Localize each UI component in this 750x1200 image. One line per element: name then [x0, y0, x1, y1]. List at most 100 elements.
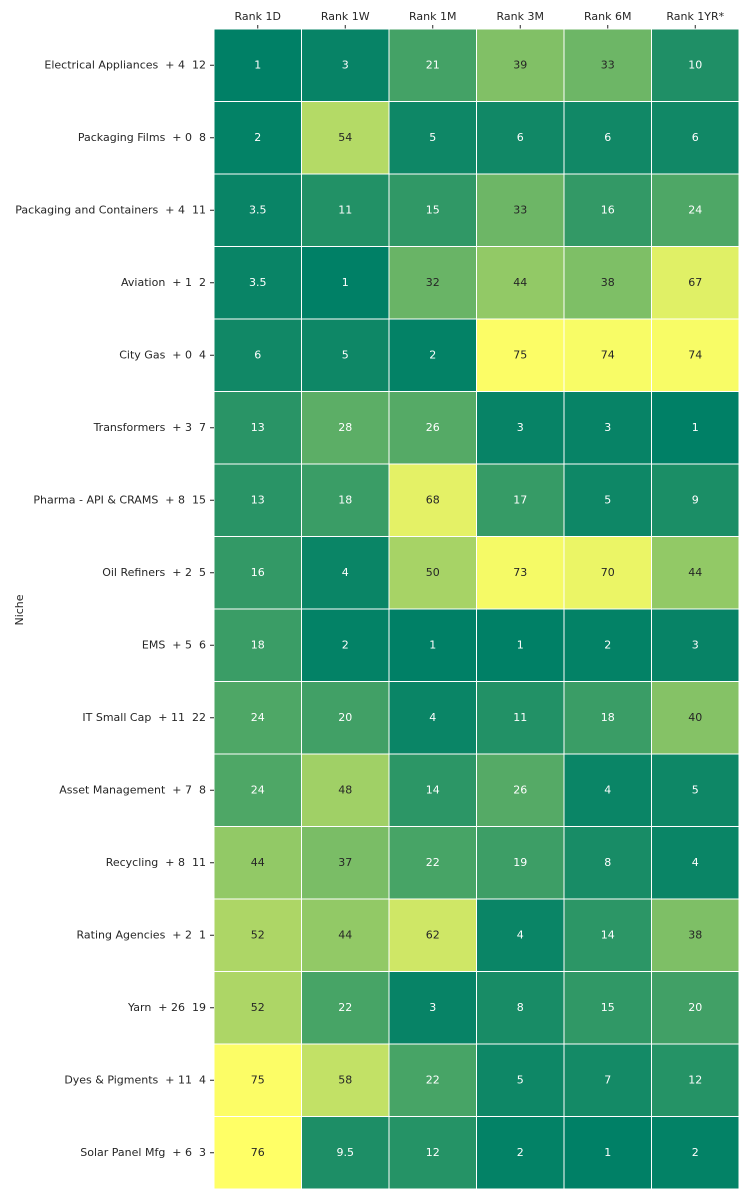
cell-value-label: 11	[338, 203, 352, 216]
cell-value-label: 67	[688, 276, 702, 289]
cell-value-label: 10	[688, 58, 702, 71]
heatmap-cell	[301, 101, 390, 175]
heatmap-cell	[651, 826, 740, 900]
cell-value-label: 15	[426, 203, 440, 216]
cell-value-label: 40	[688, 711, 702, 724]
heatmap-cell	[476, 28, 565, 102]
heatmap-cell	[563, 101, 652, 175]
heatmap-cell	[301, 1116, 390, 1190]
cell-value-label: 3.5	[249, 276, 267, 289]
cell-value-label: 13	[251, 421, 265, 434]
cell-value-label: 5	[429, 131, 436, 144]
cell-value-label: 4	[604, 783, 611, 796]
cell-value-label: 7	[604, 1073, 611, 1086]
cell-value-label: 24	[251, 711, 265, 724]
row-label: EMS + 5 6	[142, 638, 206, 651]
heatmap-cell	[651, 753, 740, 827]
column-label: Rank 3M	[497, 10, 544, 23]
cell-value-label: 22	[426, 1073, 440, 1086]
cell-value-label: 52	[251, 928, 265, 941]
heatmap-cell	[213, 463, 302, 537]
column-label: Rank 1M	[409, 10, 456, 23]
cell-value-label: 15	[601, 1001, 615, 1014]
heatmap-cell	[213, 681, 302, 755]
row-label: City Gas + 0 4	[119, 348, 206, 361]
cell-value-label: 48	[338, 783, 352, 796]
cell-value-label: 14	[426, 783, 440, 796]
cell-value-label: 44	[338, 928, 352, 941]
cell-value-label: 22	[426, 856, 440, 869]
heatmap-cell	[476, 101, 565, 175]
cell-value-label: 62	[426, 928, 440, 941]
cell-value-label: 14	[601, 928, 615, 941]
row-label: Electrical Appliances + 4 12	[44, 58, 206, 71]
heatmap-cell	[301, 391, 390, 465]
row-label: Recycling + 8 11	[106, 856, 206, 869]
cell-value-label: 21	[426, 58, 440, 71]
cell-value-label: 4	[692, 856, 699, 869]
heatmap-cell	[651, 898, 740, 972]
heatmap-cell	[213, 608, 302, 682]
cell-value-label: 2	[517, 1146, 524, 1159]
cell-value-label: 44	[251, 856, 265, 869]
cell-value-label: 16	[601, 203, 615, 216]
heatmap-cell	[651, 1043, 740, 1117]
cell-value-label: 2	[429, 348, 436, 361]
cell-value-label: 1	[604, 1146, 611, 1159]
heatmap-cell	[476, 898, 565, 972]
cell-value-label: 1	[342, 276, 349, 289]
cell-value-label: 3.5	[249, 203, 267, 216]
cell-value-label: 19	[513, 856, 527, 869]
cell-value-label: 2	[342, 638, 349, 651]
heatmap-cell	[388, 318, 477, 392]
row-label: Oil Refiners + 2 5	[102, 566, 206, 579]
cell-value-label: 20	[688, 1001, 702, 1014]
cell-value-label: 11	[513, 711, 527, 724]
cell-value-label: 4	[342, 566, 349, 579]
heatmap-cell	[563, 463, 652, 537]
heatmap-cell	[651, 28, 740, 102]
heatmap-cell	[213, 173, 302, 247]
heatmap-cell	[388, 898, 477, 972]
cell-value-label: 24	[251, 783, 265, 796]
cell-value-label: 6	[517, 131, 524, 144]
heatmap-cell	[388, 681, 477, 755]
heatmap-cell	[651, 971, 740, 1045]
cell-value-label: 37	[338, 856, 352, 869]
cell-value-label: 1	[517, 638, 524, 651]
heatmap-cell	[388, 246, 477, 320]
cell-value-label: 75	[513, 348, 527, 361]
y-axis-label: Niche	[13, 594, 26, 625]
cell-value-label: 26	[513, 783, 527, 796]
heatmap-cell	[651, 681, 740, 755]
heatmap-cell	[563, 608, 652, 682]
heatmap-cell	[476, 826, 565, 900]
heatmap-cell	[301, 898, 390, 972]
heatmap-cell	[213, 391, 302, 465]
heatmap-cell	[301, 173, 390, 247]
cell-value-label: 44	[688, 566, 702, 579]
cell-value-label: 6	[254, 348, 261, 361]
column-label: Rank 6M	[584, 10, 631, 23]
cell-value-label: 52	[251, 1001, 265, 1014]
row-label: Pharma - API & CRAMS + 8 15	[33, 493, 206, 506]
cell-value-label: 8	[517, 1001, 524, 1014]
heatmap-cell	[301, 608, 390, 682]
cell-value-label: 3	[517, 421, 524, 434]
cell-value-label: 50	[426, 566, 440, 579]
cell-value-label: 74	[601, 348, 615, 361]
heatmap-cell	[301, 753, 390, 827]
cell-value-label: 33	[513, 203, 527, 216]
heatmap-cell	[301, 318, 390, 392]
heatmap-cell	[651, 463, 740, 537]
cell-value-label: 1	[429, 638, 436, 651]
cell-value-label: 18	[338, 493, 352, 506]
heatmap-cell	[213, 536, 302, 610]
cell-value-label: 3	[604, 421, 611, 434]
cell-value-label: 5	[692, 783, 699, 796]
row-label: Solar Panel Mfg + 6 3	[80, 1146, 206, 1159]
row-label: Dyes & Pigments + 11 4	[64, 1073, 206, 1086]
heatmap-cell	[651, 246, 740, 320]
heatmap-cell	[476, 608, 565, 682]
heatmap-cell	[476, 681, 565, 755]
